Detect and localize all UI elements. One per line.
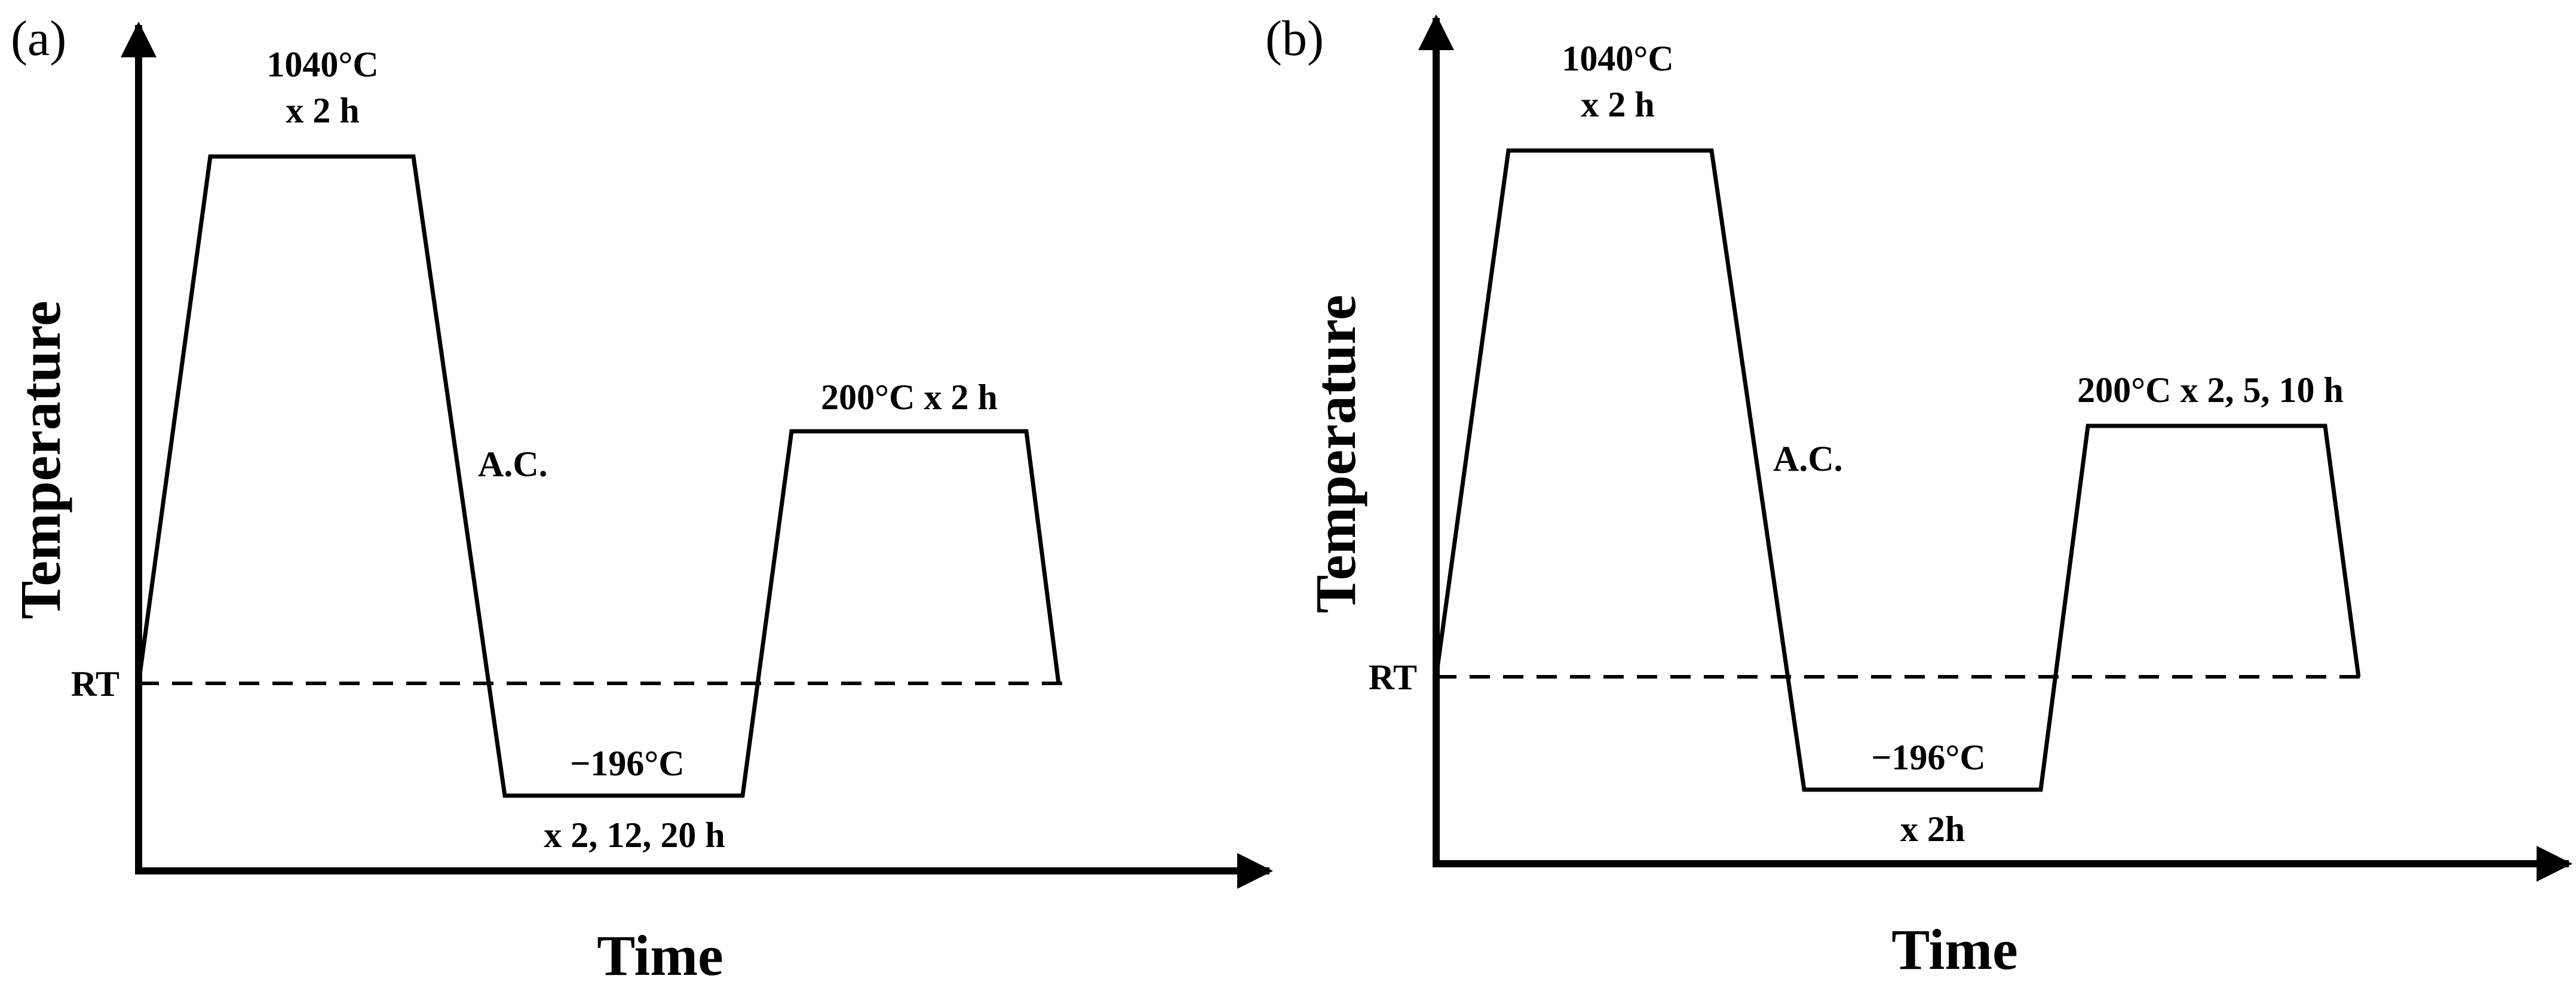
air-cooling-label: A.C. xyxy=(1773,439,1843,478)
austenitize-temp-label: 1040°C xyxy=(266,45,378,84)
panel-label: (a) xyxy=(11,11,66,66)
rt-label: RT xyxy=(71,664,119,704)
cryogenic-time-label: x 2, 12, 20 h xyxy=(544,815,725,855)
heat-treatment-path xyxy=(1434,148,2361,792)
cryogenic-temp-label: −196°C xyxy=(570,744,685,783)
austenitize-time-label: x 2 h xyxy=(1581,85,1654,124)
x-axis-title: Time xyxy=(597,923,723,987)
cryogenic-time-label: x 2h xyxy=(1900,809,1965,849)
y-axis-title: Temperature xyxy=(1304,294,1367,613)
air-cooling-label: A.C. xyxy=(478,444,548,484)
panel-b: (b) Temperature Time RT 1040°C x 2 h A.C… xyxy=(1265,11,2572,981)
tempering-label: 200°C x 2 h xyxy=(821,378,998,417)
austenitize-time-label: x 2 h xyxy=(286,91,359,130)
rt-label: RT xyxy=(1369,658,1417,697)
austenitize-temp-label: 1040°C xyxy=(1562,39,1673,78)
tempering-label: 200°C x 2, 5, 10 h xyxy=(2077,370,2344,410)
cryogenic-temp-label: −196°C xyxy=(1871,738,1986,777)
panel-a: (a) Temperature Time RT 1040°C x 2 h A.C… xyxy=(8,11,1273,987)
panel-label: (b) xyxy=(1265,11,1324,66)
x-axis-title: Time xyxy=(1891,918,2018,981)
y-axis-title: Temperature xyxy=(8,300,72,619)
heat-treatment-path xyxy=(136,154,1061,798)
